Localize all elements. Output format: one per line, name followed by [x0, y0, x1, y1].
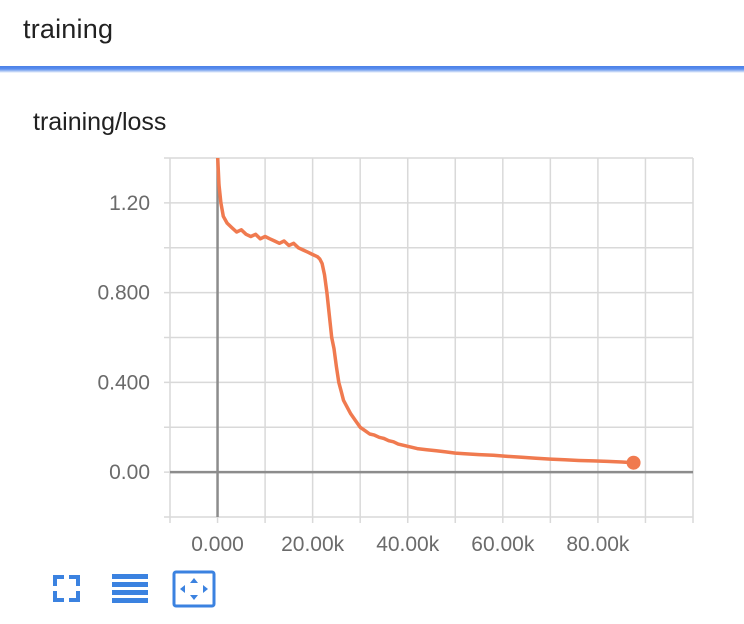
y-tick-label: 0.400: [97, 371, 150, 394]
chart-axes: [170, 158, 693, 517]
y-tick-label: 0.800: [97, 282, 150, 305]
fullscreen-button[interactable]: [48, 570, 92, 610]
loss-series-endpoint: [626, 455, 641, 470]
fit-domain-icon: [172, 570, 216, 608]
loss-series-line: [215, 158, 636, 465]
header-divider: [0, 66, 744, 73]
x-tick-label: 40.00k: [376, 533, 440, 556]
list-button[interactable]: [110, 570, 154, 610]
y-tick-label: 1.20: [109, 192, 150, 215]
list-icon: [112, 574, 148, 603]
header-bar: training: [0, 0, 744, 66]
chart-tick-labels: 0.00 0.400 0.800 1.20 0.000 20.00k 40.00k 60.00…: [97, 192, 629, 556]
x-tick-label: 0.000: [191, 533, 244, 556]
x-tick-label: 20.00k: [281, 533, 345, 556]
x-tick-label: 60.00k: [471, 533, 535, 556]
page-title: training: [23, 14, 114, 44]
chart-card-title: training/loss: [33, 108, 167, 136]
fullscreen-icon: [53, 575, 80, 602]
chart-series: [215, 158, 641, 470]
chart-grid: [164, 157, 694, 523]
y-tick-label: 0.00: [109, 461, 150, 484]
x-tick-label: 80.00k: [566, 533, 630, 556]
loss-chart: 0.00 0.400 0.800 1.20 0.000 20.00k 40.00k 60.00…: [97, 157, 694, 556]
fit-domain-button[interactable]: [172, 570, 216, 610]
